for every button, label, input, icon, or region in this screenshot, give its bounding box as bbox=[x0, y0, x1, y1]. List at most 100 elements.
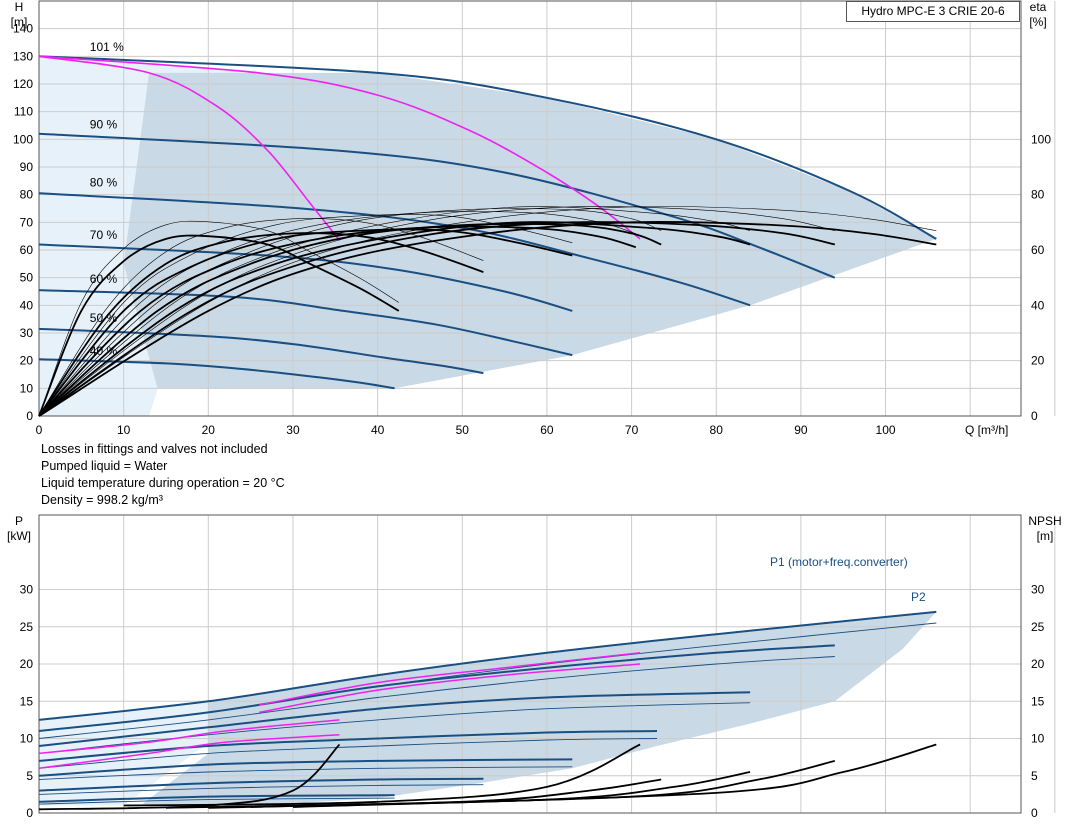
x-tick-label: 50 bbox=[456, 423, 470, 437]
y-tick-label: 70 bbox=[20, 215, 34, 229]
efficiency-curve bbox=[38, 234, 400, 417]
y-tick-label: 40 bbox=[20, 298, 34, 312]
eta-tick-label: 60 bbox=[1031, 243, 1045, 257]
y-tick-label: 130 bbox=[13, 49, 33, 63]
speed-label: 40 % bbox=[90, 344, 118, 358]
x-tick-label: 60 bbox=[540, 423, 554, 437]
qh-curve bbox=[38, 358, 395, 390]
y-tick-label: 100 bbox=[13, 132, 33, 146]
npsh-tick-label: 20 bbox=[1031, 657, 1045, 671]
npsh-tick-label: 0 bbox=[1031, 806, 1038, 820]
efficiency-curve bbox=[38, 232, 484, 417]
x-tick-label: 20 bbox=[202, 423, 216, 437]
qh-curve-highlight bbox=[38, 55, 341, 241]
efficiency-curve-thin bbox=[38, 208, 662, 417]
operating-area bbox=[123, 72, 937, 389]
npsh-axis-label: NPSH bbox=[1028, 514, 1061, 528]
y-tick-label: 80 bbox=[20, 188, 34, 202]
efficiency-curve-thin bbox=[38, 206, 751, 417]
chart-title: Hydro MPC-E 3 CRIE 20-6 bbox=[846, 1, 1020, 22]
speed-label: 50 % bbox=[90, 311, 118, 325]
eta-axis-label: eta bbox=[1030, 0, 1047, 14]
y-tick-label: 15 bbox=[20, 694, 34, 708]
npsh-axis-unit: [m] bbox=[1037, 529, 1054, 543]
y-tick-label: 20 bbox=[20, 354, 34, 368]
qh-curve bbox=[38, 243, 573, 312]
y-axis-unit: [m] bbox=[11, 15, 28, 29]
p2-curve bbox=[38, 766, 573, 780]
npsh-tick-label: 30 bbox=[1031, 583, 1045, 597]
y-tick-label: 25 bbox=[20, 620, 34, 634]
efficiency-curve-thin bbox=[38, 220, 399, 417]
p2-curve bbox=[38, 784, 484, 795]
qh-curve bbox=[38, 289, 573, 357]
eta-tick-label: 100 bbox=[1031, 132, 1051, 146]
speed-label: 70 % bbox=[90, 228, 118, 242]
efficiency-curve bbox=[38, 221, 835, 417]
p2-curve bbox=[38, 738, 658, 769]
p2-curve bbox=[38, 797, 395, 805]
y-tick-label: 110 bbox=[14, 105, 33, 119]
npsh-tick-label: 5 bbox=[1031, 769, 1038, 783]
y-tick-label: 5 bbox=[26, 769, 33, 783]
npsh-tick-label: 15 bbox=[1031, 694, 1045, 708]
head-plot-frame bbox=[38, 0, 1022, 417]
y-tick-label: 60 bbox=[20, 243, 34, 257]
note-density: Density = 998.2 kg/m³ bbox=[41, 493, 163, 507]
x-tick-label: 80 bbox=[710, 423, 724, 437]
p2-curve bbox=[38, 702, 751, 754]
x-tick-label: 30 bbox=[286, 423, 300, 437]
p1-curve bbox=[38, 777, 484, 792]
eta-tick-label: 40 bbox=[1031, 298, 1045, 312]
power-curve-highlight bbox=[258, 663, 641, 714]
y-tick-label: 0 bbox=[26, 806, 33, 820]
p2-series-label: P2 bbox=[911, 590, 926, 604]
speed-label: 90 % bbox=[90, 117, 118, 131]
x-tick-label: 90 bbox=[794, 423, 808, 437]
note-losses: Losses in fittings and valves not includ… bbox=[41, 442, 268, 456]
efficiency-curve-thin bbox=[38, 206, 937, 417]
x-tick-label: 40 bbox=[371, 423, 385, 437]
eta-tick-label: 0 bbox=[1031, 409, 1038, 423]
npsh-curve bbox=[292, 743, 937, 808]
speed-label: 60 % bbox=[90, 272, 118, 286]
p2-curve bbox=[38, 656, 835, 739]
efficiency-curve bbox=[38, 222, 662, 417]
note-liquid: Pumped liquid = Water bbox=[41, 459, 168, 473]
y-tick-label: 10 bbox=[20, 381, 34, 395]
efficiency-curve bbox=[38, 225, 637, 417]
power-curve-highlight bbox=[38, 719, 340, 755]
qh-curve bbox=[38, 55, 937, 240]
p1-curve bbox=[38, 644, 835, 732]
efficiency-curve-thin bbox=[38, 211, 636, 417]
y-tick-label: 120 bbox=[13, 77, 33, 91]
x-tick-label: 70 bbox=[625, 423, 639, 437]
speed-label: 101 % bbox=[90, 40, 124, 54]
p1-curve bbox=[38, 730, 658, 762]
y-tick-label: 30 bbox=[20, 583, 34, 597]
eta-tick-label: 80 bbox=[1031, 188, 1045, 202]
x-tick-label: 100 bbox=[876, 423, 896, 437]
y-tick-label: 140 bbox=[13, 22, 33, 36]
p1-curve bbox=[38, 691, 751, 747]
power-curve-highlight bbox=[38, 734, 340, 770]
x-axis-label: Q [m³/h] bbox=[965, 423, 1008, 437]
power-curve-highlight bbox=[258, 652, 641, 706]
p1-series-label: P1 (motor+freq.converter) bbox=[770, 555, 908, 569]
npsh-curve bbox=[38, 743, 341, 811]
p1-curve bbox=[38, 794, 395, 803]
efficiency-curve bbox=[38, 221, 751, 417]
y-tick-label: 0 bbox=[26, 409, 33, 423]
eta-axis-unit: [%] bbox=[1029, 15, 1046, 29]
x-tick-label: 0 bbox=[36, 423, 43, 437]
npsh-curve bbox=[123, 743, 641, 807]
eta-tick-label: 20 bbox=[1031, 354, 1045, 368]
y-tick-label: 20 bbox=[20, 657, 34, 671]
y-tick-label: 10 bbox=[20, 732, 34, 746]
p1-curve bbox=[38, 758, 573, 777]
power-axis-unit: [kW] bbox=[7, 529, 31, 543]
efficiency-curve-thin bbox=[38, 206, 835, 417]
speed-label: 80 % bbox=[90, 175, 118, 189]
npsh-tick-label: 10 bbox=[1031, 732, 1045, 746]
